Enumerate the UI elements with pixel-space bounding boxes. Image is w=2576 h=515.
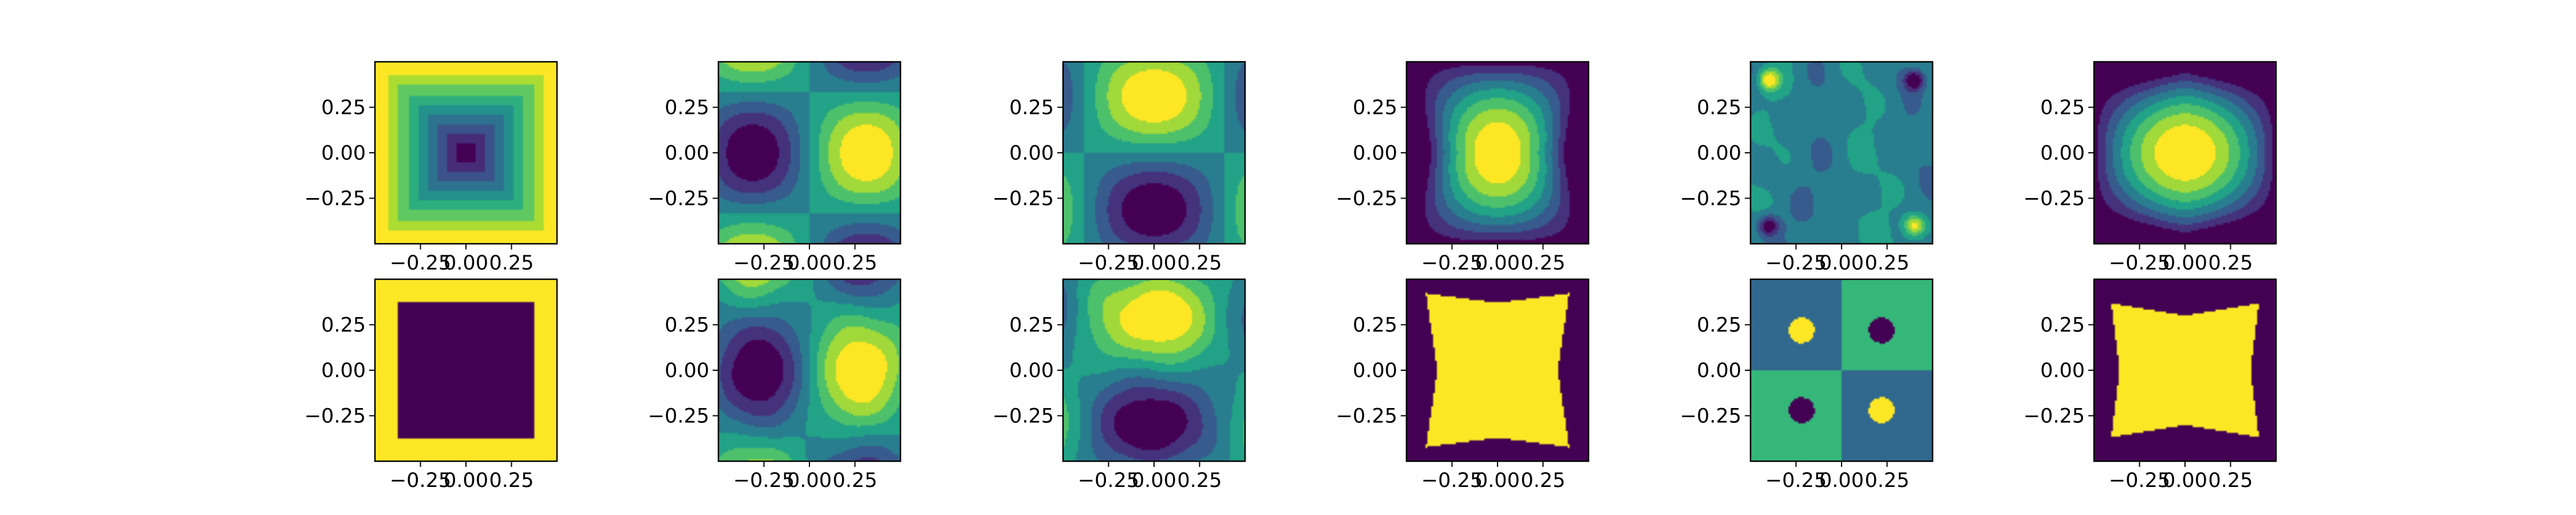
x-tick-label: 0.25 xyxy=(1178,469,1222,492)
panel-r2c2: −0.250.00 0.25−0.250.000.25 xyxy=(648,278,902,492)
y-tick-label: 0.25 xyxy=(1353,314,1397,337)
x-tick-label: 0.00 xyxy=(1132,469,1176,492)
y-tick-label: −0.25 xyxy=(1336,188,1397,211)
x-tick-label: −0.25 xyxy=(1421,469,1483,492)
y-tick-label: −0.25 xyxy=(2024,188,2085,211)
y-tick-label: −0.25 xyxy=(1336,405,1397,428)
x-tick-label: 0.00 xyxy=(1132,252,1176,275)
y-tick-label: −0.25 xyxy=(1680,405,1741,428)
x-tick-label: 0.00 xyxy=(1475,252,1520,275)
x-tick-label: 0.25 xyxy=(2208,252,2253,275)
x-tick-label: 0.25 xyxy=(1865,252,1910,275)
y-tick-label: 0.00 xyxy=(665,359,709,382)
heatmap-field xyxy=(1406,279,1589,461)
y-tick-label: 0.00 xyxy=(2040,142,2085,165)
y-tick-label: 0.25 xyxy=(2040,314,2085,337)
panel-r1c1: −0.250.00 0.25−0.250.000.25 xyxy=(305,61,558,275)
panel-r2c6: −0.250.00 0.25−0.250.000.25 xyxy=(2024,278,2277,492)
heatmap-field xyxy=(1751,279,1933,461)
x-tick-label: 0.25 xyxy=(833,469,878,492)
y-tick-label: 0.25 xyxy=(665,314,709,337)
x-tick-label: −0.25 xyxy=(1078,469,1139,492)
x-tick-label: 0.00 xyxy=(1475,469,1520,492)
heatmap-field xyxy=(718,62,900,244)
x-tick-label: 0.25 xyxy=(489,469,534,492)
y-tick-label: 0.00 xyxy=(2040,359,2085,382)
y-tick-label: 0.00 xyxy=(1353,142,1397,165)
heatmap-field xyxy=(1063,62,1245,244)
panel-r1c3: −0.250.00 0.25−0.250.000.25 xyxy=(993,61,1246,275)
y-tick-label: 0.25 xyxy=(2040,97,2085,120)
y-tick-label: −0.25 xyxy=(993,188,1054,211)
y-tick-label: 0.25 xyxy=(1697,314,1741,337)
heatmap-field xyxy=(1063,279,1245,461)
heatmap-field xyxy=(2094,279,2276,461)
panel-r1c6: −0.250.00 0.25−0.250.000.25 xyxy=(2024,61,2277,275)
y-tick-label: 0.00 xyxy=(1353,359,1397,382)
x-tick-label: −0.25 xyxy=(2109,252,2170,275)
x-tick-label: −0.25 xyxy=(2109,469,2170,492)
y-tick-label: 0.00 xyxy=(1009,359,1054,382)
y-tick-label: 0.00 xyxy=(1697,359,1741,382)
x-tick-label: 0.00 xyxy=(1819,252,1864,275)
x-tick-label: 0.00 xyxy=(2163,252,2207,275)
x-tick-label: −0.25 xyxy=(1765,469,1827,492)
panel-r2c4: −0.250.00 0.25−0.250.000.25 xyxy=(1336,278,1590,492)
x-tick-label: 0.00 xyxy=(444,252,488,275)
y-tick-label: 0.25 xyxy=(321,97,366,120)
x-tick-label: 0.25 xyxy=(1521,469,1566,492)
y-tick-label: −0.25 xyxy=(2024,405,2085,428)
y-tick-label: 0.25 xyxy=(665,97,709,120)
panel-r1c5: −0.250.00 0.25−0.250.000.25 xyxy=(1680,61,1934,275)
y-tick-label: −0.25 xyxy=(648,405,709,428)
x-tick-label: −0.25 xyxy=(1765,252,1827,275)
y-tick-label: −0.25 xyxy=(305,405,366,428)
panel-r2c5: −0.250.00 0.25−0.250.000.25 xyxy=(1680,278,1934,492)
x-tick-label: 0.25 xyxy=(1521,252,1566,275)
y-tick-label: −0.25 xyxy=(993,405,1054,428)
y-tick-label: −0.25 xyxy=(648,188,709,211)
x-tick-label: 0.25 xyxy=(1178,252,1222,275)
x-tick-label: 0.00 xyxy=(1819,469,1864,492)
heatmap-field xyxy=(375,62,557,244)
heatmap-field xyxy=(375,279,557,461)
x-tick-label: 0.25 xyxy=(1865,469,1910,492)
heatmap-field xyxy=(2094,62,2276,244)
x-tick-label: 0.00 xyxy=(787,252,832,275)
y-tick-label: 0.00 xyxy=(665,142,709,165)
y-tick-label: 0.25 xyxy=(1009,97,1054,120)
x-tick-label: −0.25 xyxy=(1421,252,1483,275)
x-tick-label: 0.00 xyxy=(787,469,832,492)
x-tick-label: 0.00 xyxy=(2163,469,2207,492)
panel-r2c3: −0.250.00 0.25−0.250.000.25 xyxy=(993,278,1246,492)
panel-r2c1: −0.250.00 0.25−0.250.000.25 xyxy=(305,278,558,492)
x-tick-label: −0.25 xyxy=(390,252,451,275)
y-tick-label: 0.25 xyxy=(1353,97,1397,120)
x-tick-label: −0.25 xyxy=(733,252,795,275)
y-tick-label: 0.00 xyxy=(1697,142,1741,165)
y-tick-label: 0.25 xyxy=(1009,314,1054,337)
panel-r1c2: −0.250.00 0.25−0.250.000.25 xyxy=(648,61,902,275)
x-tick-label: 0.25 xyxy=(2208,469,2253,492)
y-tick-label: 0.00 xyxy=(321,359,366,382)
x-tick-label: −0.25 xyxy=(1078,252,1139,275)
y-tick-label: 0.00 xyxy=(1009,142,1054,165)
heatmap-field xyxy=(1751,62,1933,244)
y-tick-label: −0.25 xyxy=(305,188,366,211)
x-tick-label: −0.25 xyxy=(390,469,451,492)
x-tick-label: 0.25 xyxy=(833,252,878,275)
x-tick-label: 0.25 xyxy=(489,252,534,275)
panel-r1c4: −0.250.00 0.25−0.250.000.25 xyxy=(1336,61,1590,275)
x-tick-label: −0.25 xyxy=(733,469,795,492)
x-tick-label: 0.00 xyxy=(444,469,488,492)
heatmap-field xyxy=(1406,62,1589,244)
y-tick-label: 0.25 xyxy=(1697,97,1741,120)
y-tick-label: 0.00 xyxy=(321,142,366,165)
y-tick-label: −0.25 xyxy=(1680,188,1741,211)
y-tick-label: 0.25 xyxy=(321,314,366,337)
heatmap-field xyxy=(718,279,900,461)
